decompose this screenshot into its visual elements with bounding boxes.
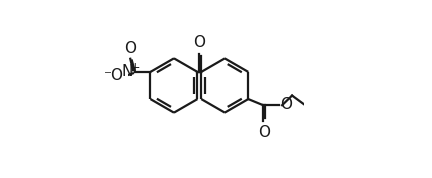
Text: +: + (130, 61, 140, 74)
Text: N: N (122, 64, 133, 78)
Text: O: O (194, 35, 205, 50)
Text: O: O (124, 41, 136, 56)
Text: ⁻O: ⁻O (104, 68, 124, 83)
Text: O: O (258, 125, 270, 140)
Text: O: O (280, 97, 292, 112)
